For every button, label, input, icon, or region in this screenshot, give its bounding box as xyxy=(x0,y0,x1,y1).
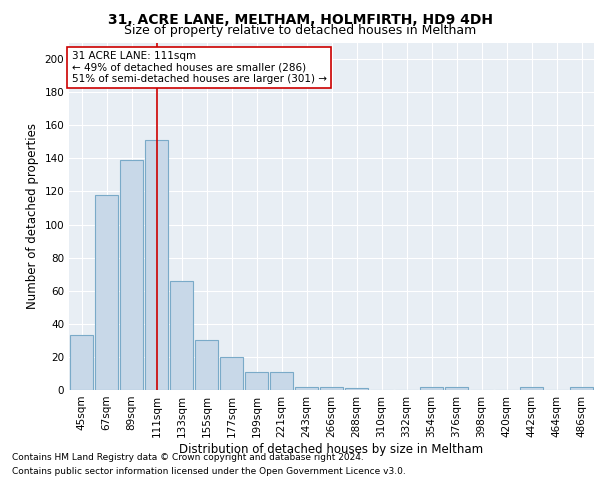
Bar xyxy=(195,340,218,390)
Bar xyxy=(145,140,168,390)
X-axis label: Distribution of detached houses by size in Meltham: Distribution of detached houses by size … xyxy=(179,442,484,456)
Bar xyxy=(70,336,93,390)
Bar xyxy=(295,386,318,390)
Text: Size of property relative to detached houses in Meltham: Size of property relative to detached ho… xyxy=(124,24,476,37)
Bar xyxy=(245,372,268,390)
Bar xyxy=(345,388,368,390)
Bar xyxy=(120,160,143,390)
Bar xyxy=(270,372,293,390)
Bar xyxy=(95,194,118,390)
Bar xyxy=(445,386,468,390)
Bar xyxy=(520,386,543,390)
Text: Contains HM Land Registry data © Crown copyright and database right 2024.: Contains HM Land Registry data © Crown c… xyxy=(12,454,364,462)
Y-axis label: Number of detached properties: Number of detached properties xyxy=(26,123,39,309)
Bar xyxy=(570,386,593,390)
Text: Contains public sector information licensed under the Open Government Licence v3: Contains public sector information licen… xyxy=(12,467,406,476)
Text: 31, ACRE LANE, MELTHAM, HOLMFIRTH, HD9 4DH: 31, ACRE LANE, MELTHAM, HOLMFIRTH, HD9 4… xyxy=(107,12,493,26)
Bar xyxy=(220,357,243,390)
Bar xyxy=(320,386,343,390)
Bar xyxy=(170,281,193,390)
Text: 31 ACRE LANE: 111sqm
← 49% of detached houses are smaller (286)
51% of semi-deta: 31 ACRE LANE: 111sqm ← 49% of detached h… xyxy=(71,51,326,84)
Bar xyxy=(420,386,443,390)
